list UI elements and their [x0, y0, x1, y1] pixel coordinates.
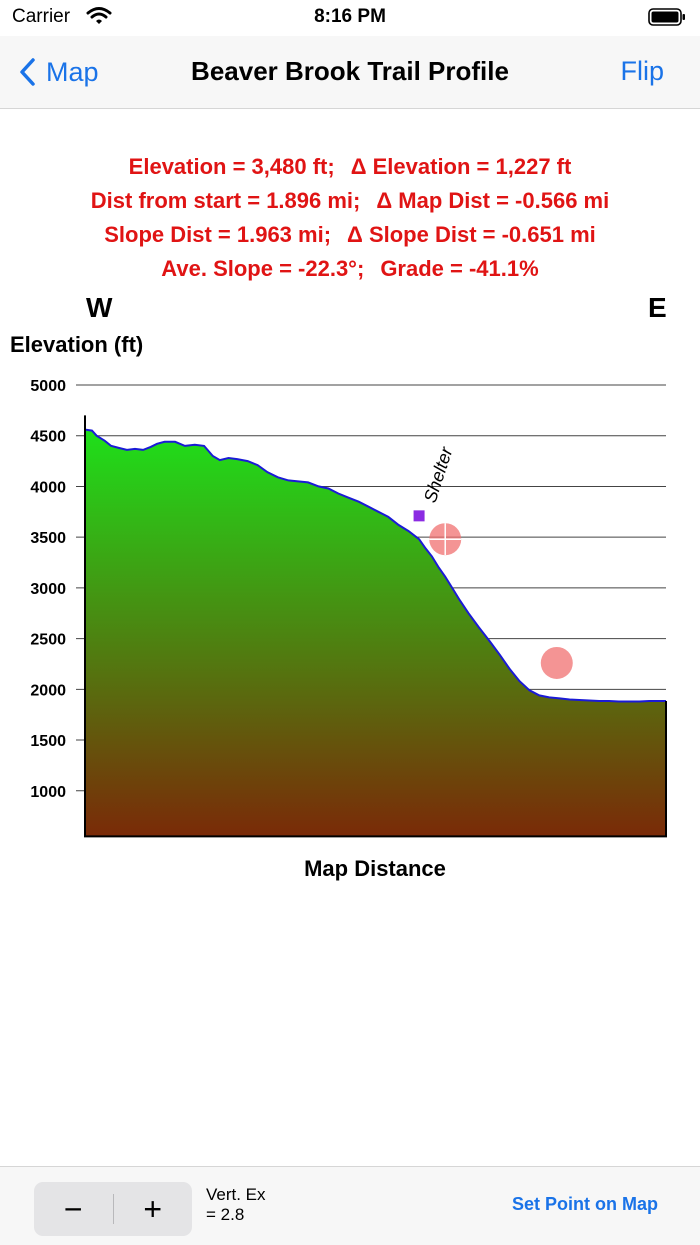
vert-ex-value: = 2.8 [206, 1205, 245, 1224]
back-button-label: Map [46, 56, 99, 87]
stepper-divider [112, 1194, 114, 1224]
carrier-label: Carrier [12, 6, 71, 27]
elevation-value: Elevation = 3,480 ft; [128, 154, 335, 179]
y-tick-label: 5000 [30, 378, 66, 395]
waypoint-marker [412, 509, 426, 523]
vert-ex-stepper[interactable]: − + [34, 1182, 192, 1236]
segment-end-marker [540, 646, 573, 679]
x-axis-title: Map Distance [304, 856, 446, 881]
y-tick-label: 1000 [30, 784, 66, 801]
y-tick-label: 4000 [30, 479, 66, 496]
delta-map-dist-value: Δ Map Dist = -0.566 mi [376, 188, 610, 213]
waypoint-label: Shelter [420, 444, 457, 505]
y-tick-label: 2500 [30, 632, 66, 649]
y-tick-label: 4500 [30, 429, 66, 446]
status-bar: Carrier 8:16 PM [0, 0, 700, 36]
delta-slope-dist-value: Δ Slope Dist = -0.651 mi [347, 222, 596, 247]
stat-line-distance: Dist from start = 1.896 mi; Δ Map Dist = … [0, 184, 700, 218]
slope-dist-value: Slope Dist = 1.963 mi; [104, 222, 332, 247]
vert-ex-readout: Vert. Ex = 2.8 [206, 1185, 266, 1225]
profile-stats: Elevation = 3,480 ft; Δ Elevation = 1,227… [0, 150, 700, 286]
navigation-bar: Map Beaver Brook Trail Profile Flip [0, 36, 700, 109]
direction-west-label: W [86, 292, 113, 323]
set-point-on-map-button[interactable]: Set Point on Map [512, 1194, 658, 1214]
chevron-left-icon [20, 58, 35, 86]
stat-line-elevation: Elevation = 3,480 ft; Δ Elevation = 1,227… [0, 150, 700, 184]
dist-from-start-value: Dist from start = 1.896 mi; [90, 188, 361, 213]
bottom-toolbar: − + [0, 1166, 700, 1245]
y-tick-label: 3500 [30, 530, 66, 547]
decrease-button[interactable]: − [63, 1190, 83, 1227]
profile-line [84, 428, 666, 703]
y-tick-label: 1500 [30, 733, 66, 750]
y-tick-label: 2000 [30, 682, 66, 699]
increase-button[interactable]: + [143, 1190, 163, 1227]
stat-line-slope: Ave. Slope = -22.3°; Grade = -41.1% [0, 252, 700, 286]
status-time: 8:16 PM [314, 6, 386, 27]
ave-slope-value: Ave. Slope = -22.3°; [161, 256, 365, 281]
page-title: Beaver Brook Trail Profile [191, 56, 509, 86]
delta-elevation-value: Δ Elevation = 1,227 ft [350, 154, 572, 179]
battery-icon [648, 7, 686, 32]
back-button[interactable]: Map [18, 52, 99, 92]
vert-ex-label: Vert. Ex [206, 1185, 266, 1204]
flip-button[interactable]: Flip [620, 56, 664, 86]
elevation-profile-chart[interactable]: 5000 4500 4000 3500 3000 2500 2000 1500 1000 She… [0, 360, 700, 852]
terrain-area [85, 429, 666, 837]
y-axis-title: Elevation (ft) [10, 332, 144, 357]
direction-east-label: E [648, 292, 667, 323]
plot-frame [84, 415, 667, 838]
wifi-icon [86, 6, 112, 31]
grade-value: Grade = -41.1% [380, 256, 539, 281]
stat-line-slope-dist: Slope Dist = 1.963 mi; Δ Slope Dist = -0.… [0, 218, 700, 252]
y-tick-label: 3000 [30, 581, 66, 598]
